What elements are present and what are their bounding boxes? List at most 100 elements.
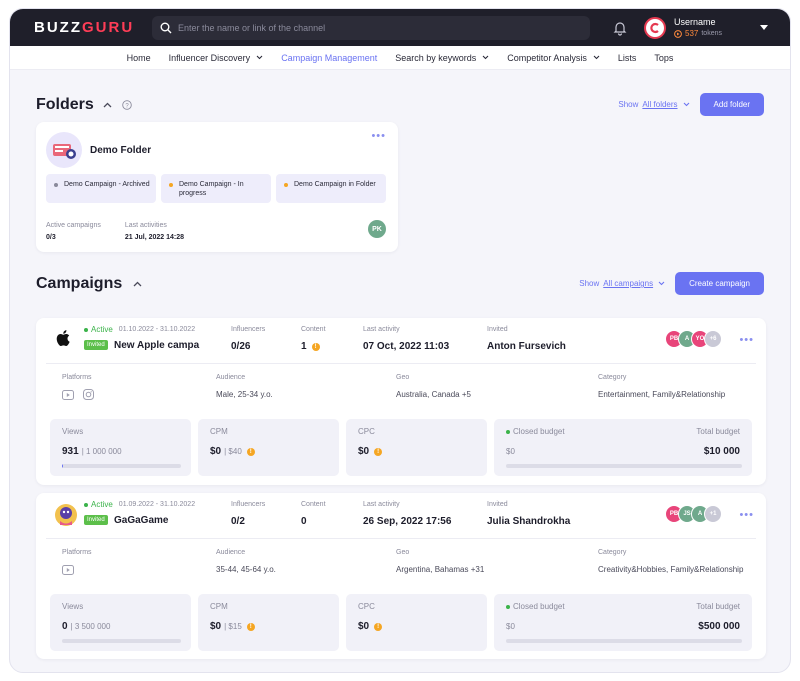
folder-more-button[interactable]: ••• [371,130,386,142]
search-icon [160,22,172,33]
campaign-name[interactable]: GaGaGame [114,515,169,526]
user-menu[interactable]: Username 537 tokens [644,16,768,39]
campaign-stats: Views 0 | 3 500 000 CPM $0 | $15! CPC $0! Closed… [50,594,752,651]
folder-chip[interactable]: Demo Campaign - Archived [46,174,156,203]
campaign-details: Platforms Audience Male, 25-34 y.o. Geo Aust… [46,364,756,414]
campaign-more-button[interactable]: ••• [739,509,754,521]
folder-chip-label: Demo Campaign - Archived [64,181,150,188]
cpm-stat: CPM $0 | $15! [198,594,339,651]
campaigns-filter-dropdown[interactable]: All campaigns [603,279,654,288]
campaign-dates: 01.10.2022 - 31.10.2022 [118,326,196,333]
folders-filter-dropdown[interactable]: All folders [642,100,678,109]
nav-item-5[interactable]: Lists [618,53,637,63]
active-dot [84,327,88,332]
brand-logo[interactable]: BUZZGURU [34,19,135,36]
influencer-avatar[interactable]: +6 [704,330,722,348]
status-dot [169,183,173,187]
campaign-card[interactable]: Active 01.09.2022 - 31.10.2022 Invited GaGa… [36,493,766,659]
search-box[interactable] [152,15,590,40]
closed-budget-dot [506,429,510,434]
platforms-label: Platforms [62,549,92,556]
nav-item-0[interactable]: Home [127,53,151,63]
status-dot [284,183,288,187]
nav-item-label: Competitor Analysis [507,52,587,63]
influencer-avatar[interactable]: +1 [704,505,722,523]
folder-name[interactable]: Demo Folder [90,145,152,156]
influencer-avatars: PB JS A +1 [665,505,722,523]
search-input[interactable] [178,22,568,33]
content-count: 1 [301,341,307,352]
chevron-up-icon[interactable] [103,102,112,108]
influencers-label: Influencers [231,501,266,508]
cpm-label: CPM [210,602,228,611]
views-label: Views [62,427,84,436]
owner-avatar: PK [368,220,386,238]
views-value: 0 [62,621,68,632]
app-window: BUZZGURU Username 537 tokens Home Influen… [9,8,791,673]
cpc-stat: CPC $0! [346,419,487,476]
active-campaigns-label: Active campaigns [46,222,101,229]
nav-item-2[interactable]: Campaign Management [281,53,377,63]
platform-icons [62,562,92,580]
caret-down-icon[interactable] [759,24,768,31]
chevron-down-icon[interactable] [683,102,690,107]
last-activities-label: Last activities [124,222,167,229]
category-label: Category [598,549,627,556]
campaign-stats: Views 931 | 1 000 000 CPM $0 | $40! CPC $0! Clos… [50,419,752,476]
closed-budget-dot [506,604,510,609]
nav-item-3[interactable]: Search by keywords [395,53,489,63]
cpm-sub: | $40 [224,447,242,456]
nav-item-label: Home [126,52,151,63]
invited-label: Invited [487,501,508,508]
invited-label: Invited [487,326,508,333]
content-label: Content [301,326,326,333]
nav-item-1[interactable]: Influencer Discovery [169,53,264,63]
cpm-stat: CPM $0 | $40! [198,419,339,476]
youtube-icon [62,390,74,400]
campaign-logo [54,503,77,526]
category-label: Category [598,374,627,381]
nav-item-label: Influencer Discovery [168,52,251,63]
campaigns-header: Campaigns Show All campaigns Create camp… [36,272,764,295]
category-value: Entertainment, Family&Relationship [598,390,726,399]
warning-icon: ! [246,447,255,456]
token-icon [674,29,682,38]
content-label: Content [301,501,326,508]
invited-badge: Invited [84,340,108,350]
chevron-down-icon [482,55,489,60]
bell-icon[interactable] [612,20,628,36]
cpc-value: $0 [358,446,370,457]
chevron-down-icon[interactable] [658,281,665,286]
closed-budget-value: $0 [506,447,515,456]
budget-progress [506,639,742,643]
folder-chip[interactable]: Demo Campaign - In progress [161,174,271,203]
last-activity-col: Last activity 26 Sep, 2022 17:56 [363,501,451,527]
chevron-up-icon[interactable] [133,281,142,287]
campaign-more-button[interactable]: ••• [739,334,754,346]
cpc-label: CPC [358,427,375,436]
content-count: 0 [301,516,307,527]
campaign-name[interactable]: New Apple campa [114,340,200,351]
geo-label: Geo [396,549,410,556]
last-activity-col: Last activity 07 Oct, 2022 11:03 [363,326,449,352]
folder-chip[interactable]: Demo Campaign in Folder [276,174,386,203]
token-balance: 537 tokens [674,29,722,38]
views-label: Views [62,602,84,611]
folder-campaign-chips: Demo Campaign - Archived Demo Campaign - … [46,174,391,203]
nav-item-6[interactable]: Tops [654,53,673,63]
folders-title: Folders [36,95,94,113]
nav-item-label: Search by keywords [395,52,477,63]
nav-item-4[interactable]: Competitor Analysis [507,53,600,63]
views-value: 931 [62,446,79,457]
campaign-status: Active 01.09.2022 - 31.10.2022 [84,500,195,509]
campaign-card[interactable]: Active 01.10.2022 - 31.10.2022 Invited New … [36,318,766,485]
active-dot [84,502,88,507]
cpc-stat: CPC $0! [346,594,487,651]
help-icon[interactable]: ? [122,99,132,110]
status-text: Active [91,325,113,334]
folder-card[interactable]: Demo Folder ••• Demo Campaign - Archived… [36,122,398,252]
add-folder-button[interactable]: Add folder [699,93,764,116]
folder-meta: Active campaigns 0/3 Last activities 21 … [46,222,208,241]
create-campaign-button[interactable]: Create campaign [675,272,764,295]
closed-budget-value: $0 [506,622,515,631]
